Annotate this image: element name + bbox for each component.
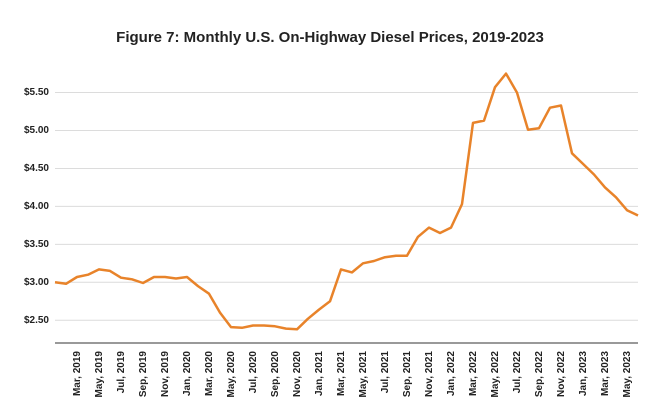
x-tick-label: May, 2023 <box>622 351 633 398</box>
x-tick-label: Nov, 2019 <box>160 351 171 397</box>
x-tick-label: Mar, 2023 <box>600 351 611 396</box>
x-tick-label: May, 2022 <box>490 351 501 398</box>
x-tick-label: Mar, 2020 <box>204 351 215 396</box>
x-tick-label: Mar, 2019 <box>72 351 83 396</box>
chart-title: Figure 7: Monthly U.S. On-Highway Diesel… <box>116 29 544 46</box>
x-tick-label: Jan, 2023 <box>578 351 589 396</box>
x-tick-label: Jul, 2021 <box>380 351 391 394</box>
y-tick-label: $3.50 <box>24 239 49 250</box>
x-tick-label: Nov, 2022 <box>556 351 567 397</box>
x-tick-label: Jul, 2019 <box>116 351 127 394</box>
y-tick-label: $2.50 <box>24 315 49 326</box>
y-tick-label: $4.00 <box>24 201 49 212</box>
x-tick-label: May, 2021 <box>358 351 369 398</box>
y-tick-label: $3.00 <box>24 277 49 288</box>
x-tick-label: Sep, 2021 <box>402 351 413 398</box>
x-tick-label: Nov, 2020 <box>292 351 303 397</box>
x-tick-label: Sep, 2019 <box>138 351 149 398</box>
x-tick-label: Jan, 2022 <box>446 351 457 396</box>
x-tick-label: May, 2020 <box>226 351 237 398</box>
x-tick-label: Mar, 2021 <box>336 351 347 396</box>
x-tick-label: Sep, 2020 <box>270 351 281 398</box>
y-tick-label: $5.50 <box>24 87 49 98</box>
x-tick-label: Mar, 2022 <box>468 351 479 396</box>
x-tick-label: Jan, 2021 <box>314 351 325 396</box>
x-tick-label: Nov, 2021 <box>424 351 435 397</box>
line <box>54 72 639 331</box>
y-tick-label: $4.50 <box>24 163 49 174</box>
x-tick-label: Sep, 2022 <box>534 351 545 398</box>
x-tick-label: Jul, 2022 <box>512 351 523 394</box>
x-tick-label: Jan, 2020 <box>182 351 193 396</box>
y-tick-label: $5.00 <box>24 125 49 136</box>
x-tick-label: Jul, 2020 <box>248 351 259 394</box>
x-tick-label: May, 2019 <box>94 351 105 398</box>
